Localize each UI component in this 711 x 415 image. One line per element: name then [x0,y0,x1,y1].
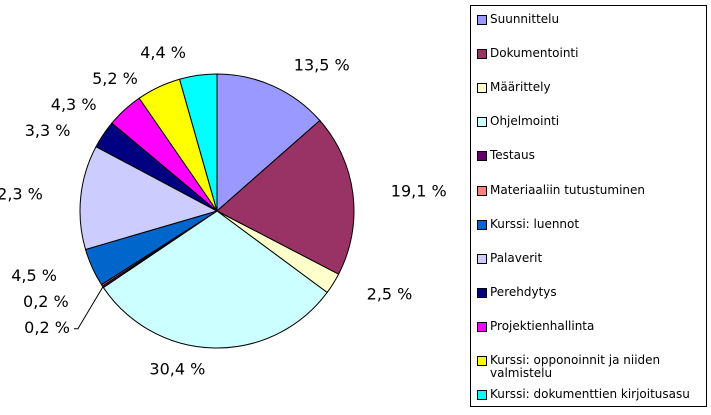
data-label: 30,4 % [149,359,205,378]
legend-swatch [477,356,487,366]
data-label: 4,4 % [140,43,186,62]
legend-swatch [477,15,487,25]
legend-item: Määrittely [477,81,705,94]
legend-item: Dokumentointi [477,47,705,60]
legend-label: Perehdytys [490,284,557,299]
data-label: 12,3 % [0,184,43,203]
legend-item: Kurssi: luennot [477,216,705,231]
pie-slice [216,119,355,275]
legend-swatch [477,287,487,298]
legend-item: Suunnittelu [477,13,705,26]
legend-swatch [477,49,487,60]
legend-label: Kurssi: dokumenttien kirjoitusasu [490,387,690,402]
pie-area: 13,5 % 19,1 % 2,5 % 30,4 % 0,2 % 0,2 % 4,5 % 12… [0,43,447,378]
legend-swatch [477,117,487,128]
legend-swatch [477,390,487,401]
pie-slice [216,73,321,213]
legend-swatch [477,151,487,162]
legend-label: Ohjelmointi [490,114,560,129]
data-label: 19,1 % [391,181,447,200]
legend-label: Materiaaliin tutustuminen [490,182,645,197]
legend-item: Palaverit [477,250,705,265]
data-label: 13,5 % [294,56,350,75]
legend-item: Kurssi: opponoinnit ja niiden valmistelu [477,354,705,380]
legend-label: Kurssi: opponoinnit ja niiden valmistelu [490,353,661,380]
legend-swatch [477,321,487,332]
legend-swatch [477,253,487,264]
legend-swatch [477,219,487,230]
legend-swatch [477,83,487,94]
legend-label: Määrittely [490,80,551,95]
data-label: 0,2 % [23,292,69,311]
legend-label: Suunnittelu [490,12,560,26]
data-label: 0,2 % [24,318,70,337]
data-label: 2,5 % [367,285,413,304]
legend-item: Testaus [477,149,705,162]
pie-slice [102,210,328,349]
pie-slice [79,145,219,251]
pie-slice [178,73,218,212]
legend-label: Kurssi: luennot [490,216,580,231]
legend-label: Dokumentointi [490,46,579,61]
legend-item: Projektienhallinta [477,318,705,333]
data-label: 4,5 % [11,266,57,285]
legend-label: Testaus [490,148,535,163]
legend: Suunnittelu Dokumentointi Määrittely Ohjelm… [470,5,707,407]
legend-item: Kurssi: dokumenttien kirjoitusasu [477,388,705,401]
legend-item: Materiaaliin tutustuminen [477,182,705,197]
data-label: 3,3 % [25,121,71,140]
legend-item: Perehdytys [477,284,705,299]
data-label: 4,3 % [51,95,97,114]
legend-swatch [477,185,487,196]
leader-line [73,286,104,330]
legend-label: Projektienhallinta [490,318,595,333]
legend-item: Ohjelmointi [477,115,705,128]
legend-label: Palaverit [490,250,543,265]
data-label: 5,2 % [92,69,138,88]
